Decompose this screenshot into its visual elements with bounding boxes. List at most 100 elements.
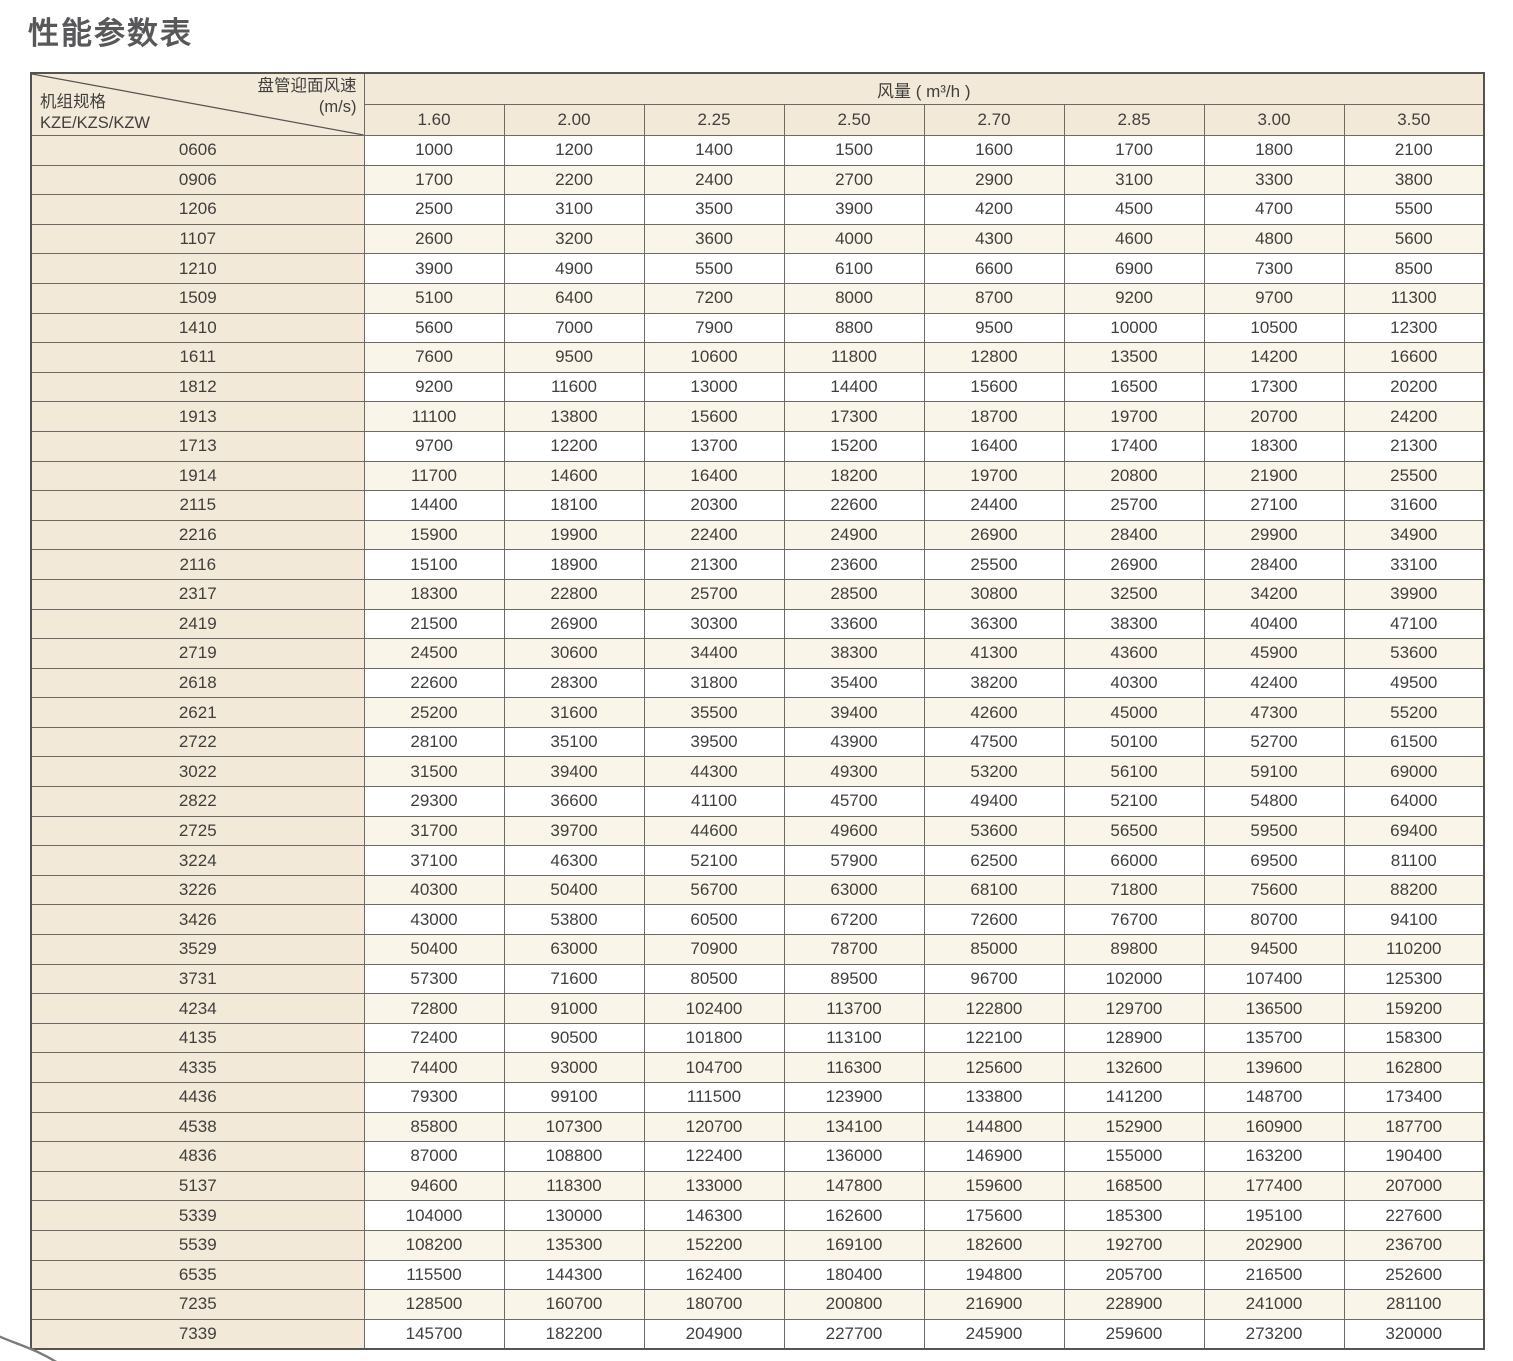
airflow-value-cell: 8800 bbox=[783, 312, 925, 344]
airflow-value-cell: 62500 bbox=[923, 845, 1065, 876]
airflow-value-cell: 175600 bbox=[923, 1200, 1065, 1231]
airflow-value-cell: 241000 bbox=[1203, 1289, 1345, 1320]
airflow-value-cell: 108800 bbox=[503, 1141, 645, 1172]
airflow-value-cell: 76700 bbox=[1063, 904, 1205, 936]
airflow-value-cell: 16600 bbox=[1343, 342, 1485, 373]
airflow-value-cell: 180400 bbox=[783, 1259, 925, 1291]
airflow-value-cell: 135300 bbox=[503, 1229, 645, 1261]
airflow-value-cell: 31800 bbox=[643, 667, 785, 699]
airflow-value-cell: 128900 bbox=[1063, 1022, 1205, 1054]
airflow-value-cell: 2100 bbox=[1343, 135, 1485, 166]
airflow-value-cell: 39400 bbox=[783, 697, 925, 728]
airflow-value-cell: 31500 bbox=[363, 756, 505, 788]
model-cell: 2725 bbox=[30, 815, 365, 847]
airflow-value-cell: 7600 bbox=[363, 342, 505, 373]
airflow-value-cell: 9200 bbox=[363, 371, 505, 403]
table-row: 1611 7600 9500 10600 11800 12800 13500 14200 166… bbox=[30, 342, 1485, 373]
airflow-value-cell: 59500 bbox=[1203, 815, 1345, 847]
table-row: 2618 22600 28300 31800 35400 38200 40300 42400 4… bbox=[30, 667, 1485, 699]
model-cell: 6535 bbox=[30, 1259, 365, 1291]
airflow-value-cell: 40300 bbox=[1063, 667, 1205, 699]
model-cell: 0906 bbox=[30, 164, 365, 196]
airflow-value-cell: 47100 bbox=[1343, 608, 1485, 640]
model-cell: 3731 bbox=[30, 963, 365, 995]
airflow-value-cell: 67200 bbox=[783, 904, 925, 936]
airflow-value-cell: 135700 bbox=[1203, 1022, 1345, 1054]
airflow-value-cell: 15600 bbox=[643, 401, 785, 432]
airflow-value-cell: 53800 bbox=[503, 904, 645, 936]
airflow-value-cell: 22800 bbox=[503, 578, 645, 610]
airflow-value-cell: 61500 bbox=[1343, 726, 1485, 758]
airflow-value-cell: 1500 bbox=[783, 135, 925, 166]
table-row: 2419 21500 26900 30300 33600 36300 38300 40400 4… bbox=[30, 608, 1485, 640]
airflow-value-cell: 115500 bbox=[363, 1259, 505, 1291]
airflow-value-cell: 50100 bbox=[1063, 726, 1205, 758]
airflow-value-cell: 22400 bbox=[643, 519, 785, 551]
airflow-value-cell: 19900 bbox=[503, 519, 645, 551]
table-row: 3022 31500 39400 44300 49300 53200 56100 59100 6… bbox=[30, 756, 1485, 788]
airflow-value-cell: 139600 bbox=[1203, 1052, 1345, 1083]
airflow-value-cell: 50400 bbox=[503, 874, 645, 906]
airflow-value-cell: 12300 bbox=[1343, 312, 1485, 344]
airflow-value-cell: 75600 bbox=[1203, 874, 1345, 906]
airflow-value-cell: 33600 bbox=[783, 608, 925, 640]
airflow-value-cell: 88200 bbox=[1343, 874, 1485, 906]
airflow-value-cell: 3600 bbox=[643, 223, 785, 255]
airflow-value-cell: 32500 bbox=[1063, 578, 1205, 610]
airflow-value-cell: 26900 bbox=[1063, 549, 1205, 580]
table-row: 1713 9700 12200 13700 15200 16400 17400 18300 21… bbox=[30, 430, 1485, 462]
airflow-value-cell: 252600 bbox=[1343, 1259, 1485, 1291]
airflow-value-cell: 4800 bbox=[1203, 223, 1345, 255]
airflow-value-cell: 54800 bbox=[1203, 786, 1345, 817]
airflow-value-cell: 13800 bbox=[503, 401, 645, 432]
airflow-value-cell: 28400 bbox=[1203, 549, 1345, 580]
airflow-value-cell: 162800 bbox=[1343, 1052, 1485, 1083]
airflow-value-cell: 2900 bbox=[923, 164, 1065, 196]
airflow-value-cell: 1600 bbox=[923, 135, 1065, 166]
airflow-value-cell: 59100 bbox=[1203, 756, 1345, 788]
table-row: 2719 24500 30600 34400 38300 41300 43600 45900 5… bbox=[30, 638, 1485, 669]
airflow-value-cell: 101800 bbox=[643, 1022, 785, 1054]
performance-table: 盘管迎面风速 (m/s) 机组规格 KZE/KZS/KZW 风量 ( m³/h … bbox=[30, 72, 1485, 1350]
airflow-value-cell: 8700 bbox=[923, 282, 1065, 314]
airflow-value-cell: 1200 bbox=[503, 135, 645, 166]
airflow-value-cell: 64000 bbox=[1343, 786, 1485, 817]
airflow-value-cell: 21500 bbox=[363, 608, 505, 640]
model-cell: 2719 bbox=[30, 638, 365, 669]
airflow-value-cell: 85000 bbox=[923, 934, 1065, 965]
table-row: 4538 85800 107300 120700 134100 144800 152900 1… bbox=[30, 1111, 1485, 1143]
airflow-value-cell: 89500 bbox=[783, 963, 925, 995]
airflow-value-cell: 78700 bbox=[783, 934, 925, 965]
model-cell: 2722 bbox=[30, 726, 365, 758]
model-cell: 2621 bbox=[30, 697, 365, 728]
airflow-value-cell: 200800 bbox=[783, 1289, 925, 1320]
airflow-value-cell: 41100 bbox=[643, 786, 785, 817]
airflow-value-cell: 5500 bbox=[643, 253, 785, 284]
airflow-value-cell: 57900 bbox=[783, 845, 925, 876]
airflow-value-cell: 45000 bbox=[1063, 697, 1205, 728]
airflow-value-cell: 7900 bbox=[643, 312, 785, 344]
model-cell: 5137 bbox=[30, 1170, 365, 1202]
airflow-value-cell: 36300 bbox=[923, 608, 1065, 640]
airflow-value-cell: 52700 bbox=[1203, 726, 1345, 758]
airflow-value-cell: 144300 bbox=[503, 1259, 645, 1291]
model-cell: 1713 bbox=[30, 430, 365, 462]
airflow-value-cell: 93000 bbox=[503, 1052, 645, 1083]
table-row: 0906 1700 2200 2400 2700 2900 3100 3300 3800 bbox=[30, 164, 1485, 196]
airflow-value-cell: 38200 bbox=[923, 667, 1065, 699]
airflow-value-cell: 16400 bbox=[923, 430, 1065, 462]
airflow-value-cell: 49400 bbox=[923, 786, 1065, 817]
table-row: 7339 145700 182200 204900 227700 245900 259600… bbox=[30, 1318, 1485, 1350]
table-body: 0606 1000 1200 1400 1500 1600 1700 1800 2100 0906… bbox=[30, 135, 1485, 1350]
airflow-value-cell: 24400 bbox=[923, 490, 1065, 521]
model-cell: 1206 bbox=[30, 194, 365, 225]
airflow-value-cell: 34200 bbox=[1203, 578, 1345, 610]
page-corner-decoration bbox=[0, 1335, 57, 1361]
airflow-value-cell: 227700 bbox=[783, 1318, 925, 1350]
airflow-value-cell: 52100 bbox=[643, 845, 785, 876]
airflow-value-cell: 2200 bbox=[503, 164, 645, 196]
airflow-value-cell: 9500 bbox=[503, 342, 645, 373]
airflow-value-cell: 108200 bbox=[363, 1229, 505, 1261]
airflow-value-cell: 24200 bbox=[1343, 401, 1485, 432]
airflow-value-cell: 7300 bbox=[1203, 253, 1345, 284]
